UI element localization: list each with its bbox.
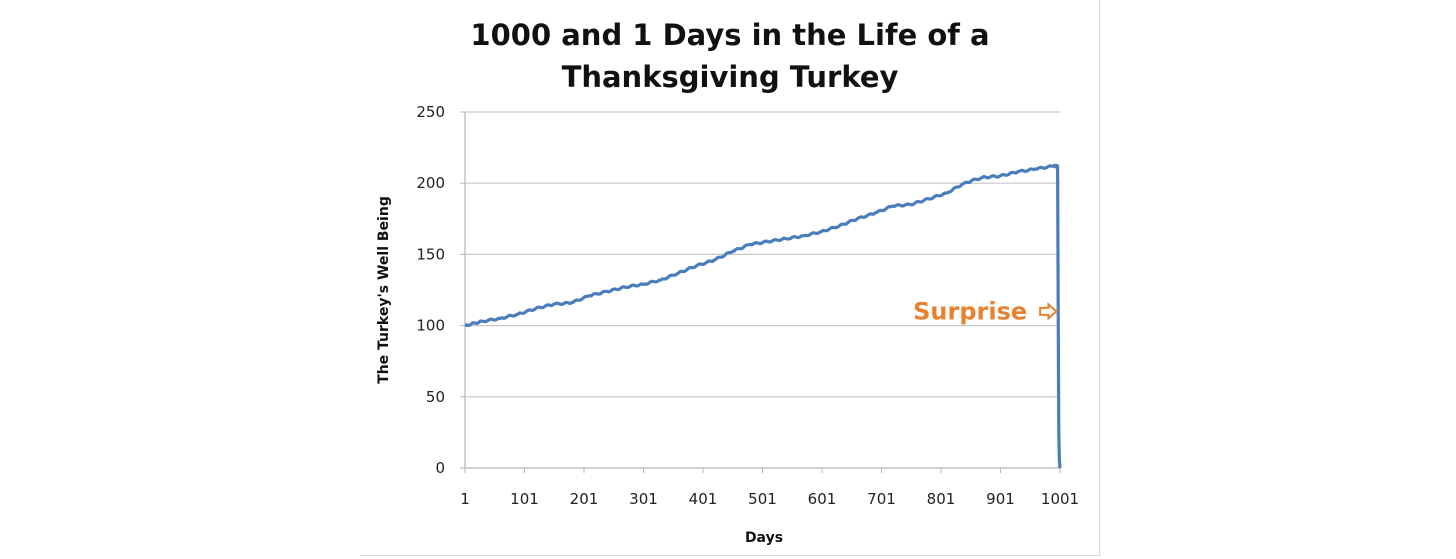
chart-title-line-2: Thanksgiving Turkey (562, 60, 899, 94)
x-tick-label-1: 1 (460, 490, 470, 508)
x-tick-label-701: 701 (867, 490, 896, 508)
x-axis-title: Days (745, 530, 783, 546)
annotation-label: Surprise (913, 297, 1027, 325)
y-axis-title: The Turkey's Well Being (376, 196, 392, 384)
y-tick-labels: 0 50 100 150 200 250 (416, 103, 445, 477)
axes (460, 111, 1061, 473)
x-tick-label-501: 501 (748, 490, 777, 508)
series-layer (464, 163, 1062, 469)
x-tick-label-801: 801 (927, 490, 956, 508)
y-tick-label-0: 0 (435, 459, 445, 477)
y-tick-label-250: 250 (416, 103, 445, 121)
x-tick-label-201: 201 (570, 490, 599, 508)
x-tick-label-1001: 1001 (1041, 490, 1079, 508)
y-tick-label-50: 50 (426, 388, 445, 406)
x-tick-label-101: 101 (510, 490, 539, 508)
annotation-layer: Surprise (913, 297, 1058, 325)
x-tick-label-401: 401 (689, 490, 718, 508)
y-tick-label-100: 100 (416, 317, 445, 335)
gridlines (465, 111, 1060, 398)
chart-frame: 1000 and 1 Days in the Life of a Thanksg… (360, 0, 1100, 556)
x-tick-label-301: 301 (629, 490, 658, 508)
y-tick-label-150: 150 (416, 245, 445, 263)
annotation-arrow (1039, 302, 1058, 321)
series-line-0 (464, 163, 1062, 469)
x-tick-label-901: 901 (986, 490, 1015, 508)
x-tick-label-601: 601 (808, 490, 837, 508)
x-tick-labels: 1 101 201 301 401 501 601 701 801 901 1001 (460, 490, 1079, 508)
chart-svg: 1000 and 1 Days in the Life of a Thanksg… (376, 18, 1079, 546)
chart-title-line-1: 1000 and 1 Days in the Life of a (470, 18, 989, 52)
y-tick-label-200: 200 (416, 174, 445, 192)
